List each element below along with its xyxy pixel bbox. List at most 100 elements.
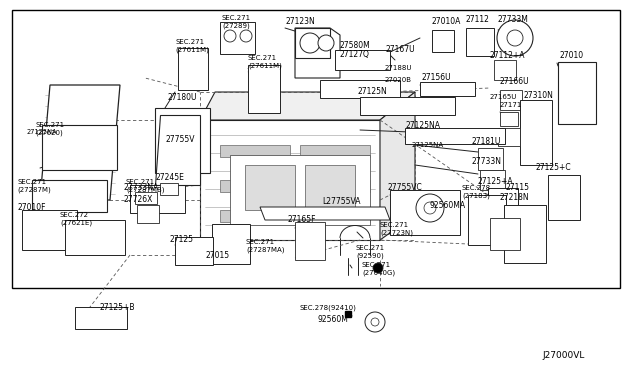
Text: 27580M: 27580M [340,41,371,49]
Text: 27125NA: 27125NA [412,142,444,148]
Text: 27125+B: 27125+B [100,302,136,311]
Bar [75,307,127,329]
Bar [488,188,518,213]
Text: 27010: 27010 [560,51,584,60]
Text: 27020B: 27020B [385,77,412,83]
Circle shape [416,194,444,222]
Bar [300,210,370,222]
Text: 27181U: 27181U [472,138,501,147]
Text: 27127Q: 27127Q [340,51,370,60]
Text: (27183): (27183) [462,193,490,199]
Text: SEC.271: SEC.271 [356,245,385,251]
Text: SEC.271: SEC.271 [35,122,64,128]
Text: 27123N: 27123N [285,17,315,26]
Bar [212,224,250,264]
Text: SEC.271: SEC.271 [17,179,46,185]
Bar [220,210,290,222]
Bar [32,180,107,212]
Text: 27180U: 27180U [168,93,198,102]
Bar [248,65,280,113]
Text: SEC.271: SEC.271 [246,239,275,245]
Text: (27620): (27620) [35,130,63,136]
Bar [500,90,522,110]
Text: (27287MA): (27287MA) [246,247,285,253]
Bar [466,28,494,56]
Bar [494,60,516,80]
Polygon shape [155,115,200,185]
Bar [360,97,455,115]
Text: 92560MA: 92560MA [430,201,466,209]
Bar [175,237,213,265]
Bar [480,170,505,190]
Bar [504,205,546,263]
Text: SEC.271: SEC.271 [175,39,204,45]
Text: 27171: 27171 [500,102,522,108]
Bar [155,108,210,173]
Polygon shape [260,207,390,220]
Text: SEC.271: SEC.271 [362,262,391,268]
Bar [558,62,596,124]
Bar [42,125,117,170]
Bar [137,205,159,223]
Text: 27125NA: 27125NA [405,121,440,129]
Text: 27125: 27125 [170,235,194,244]
Text: 27733NA: 27733NA [124,183,159,192]
Text: 27733M: 27733M [498,16,529,25]
Text: SEC.271: SEC.271 [380,222,409,228]
Text: 27010F: 27010F [17,203,45,212]
Bar [65,220,125,255]
Bar [390,190,460,235]
Text: 27245E: 27245E [156,173,185,183]
Polygon shape [295,28,330,58]
Polygon shape [40,85,120,200]
Text: SEC.271: SEC.271 [248,55,277,61]
Bar [178,48,208,90]
Bar [230,155,370,225]
Text: SEC.271: SEC.271 [126,179,155,185]
Circle shape [371,318,379,326]
Text: 27755V: 27755V [165,135,195,144]
Text: (27611M): (27611M) [248,63,282,69]
Text: 27125+C: 27125+C [536,164,572,173]
Text: J27000VL: J27000VL [542,350,584,359]
Bar [220,180,290,192]
Bar [520,100,552,165]
Bar [305,165,355,210]
Text: 27125+A: 27125+A [478,177,514,186]
Text: 27125NA: 27125NA [27,129,58,135]
Text: (27289): (27289) [222,23,250,29]
Bar [22,210,77,250]
Polygon shape [200,92,415,120]
Text: 27755VC: 27755VC [388,183,423,192]
Circle shape [240,30,252,42]
Text: (27611M): (27611M) [175,47,209,53]
Bar [548,175,580,220]
Text: 27166U: 27166U [500,77,530,87]
Text: SEC.272: SEC.272 [60,212,89,218]
Text: 27310N: 27310N [524,90,554,99]
Bar [420,82,475,96]
Bar [160,183,178,195]
Text: (27621E): (27621E) [60,220,92,226]
Circle shape [224,30,236,42]
Circle shape [424,202,436,214]
Circle shape [365,312,385,332]
Polygon shape [380,92,415,240]
Text: 27188U: 27188U [385,65,413,71]
Bar [295,222,325,260]
Bar [335,50,390,70]
Text: 27015: 27015 [205,250,229,260]
Bar [468,195,506,245]
Text: L27755VA: L27755VA [322,198,360,206]
Text: SEC.278(92410): SEC.278(92410) [300,305,357,311]
Bar [245,165,295,210]
Text: 27726X: 27726X [124,196,154,205]
Polygon shape [295,28,340,78]
Circle shape [318,35,334,51]
Bar [300,180,370,192]
Text: 92560M: 92560M [318,315,349,324]
Circle shape [300,33,320,53]
Polygon shape [200,120,380,240]
Bar [405,128,505,144]
Bar [135,192,157,204]
